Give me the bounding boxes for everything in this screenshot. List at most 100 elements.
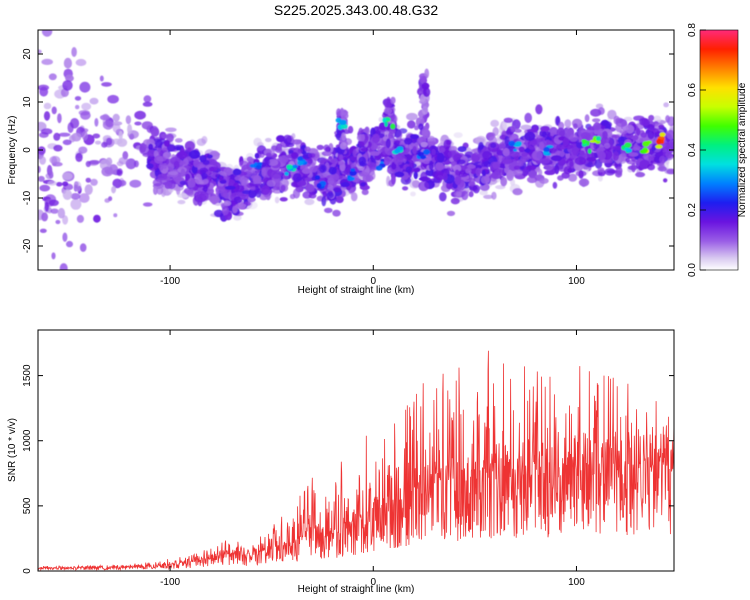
spectrogram-cell: [51, 106, 57, 115]
spectrogram-cell: [254, 186, 260, 193]
spectrogram-cell: [81, 102, 92, 111]
spectrogram-hotspot: [314, 175, 321, 180]
spectrogram-cell: [307, 152, 316, 159]
spectrogram-cell: [48, 199, 59, 206]
spectrogram-cell: [99, 75, 104, 82]
spectrogram-cell: [62, 189, 73, 200]
spectrogram-cell: [625, 158, 630, 163]
spectrogram-cell: [62, 139, 72, 146]
spectrogram-cell: [586, 157, 597, 162]
spectrogram-cell: [233, 196, 243, 204]
spectrogram-cell: [332, 209, 341, 217]
spectrogram-cell: [41, 58, 53, 65]
spectrogram-cell: [232, 168, 242, 176]
y-tick-label: -10: [22, 190, 33, 205]
spectrogram-cell: [628, 152, 639, 157]
spectrogram-cell: [62, 172, 73, 180]
spectrogram-cell: [391, 174, 396, 185]
spectrogram-cell: [625, 124, 635, 134]
spectrogram-cell: [578, 178, 590, 187]
spectrogram-hotspot: [508, 140, 516, 147]
spectrogram-cell: [419, 94, 426, 103]
spectrogram-cell: [414, 125, 419, 131]
spectrogram-cell: [613, 115, 620, 125]
spectrogram-cell: [648, 114, 655, 122]
spectrogram-cell: [413, 171, 419, 180]
spectrogram-cell: [232, 205, 238, 214]
spectrogram-cell: [112, 121, 123, 126]
spectrogram-cell: [545, 131, 551, 137]
spectrogram-cell: [584, 114, 590, 123]
spectrogram-cell: [369, 151, 380, 156]
spectrogram-cell: [99, 114, 110, 121]
spectrogram-cell: [482, 150, 492, 160]
spectrogram-cell: [168, 171, 179, 176]
spectrogram-cell: [524, 112, 532, 123]
spectrogram-cell: [406, 112, 418, 121]
spectrogram-cell: [81, 130, 88, 141]
spectrogram-cell: [518, 146, 525, 153]
spectrogram-cell: [613, 150, 619, 161]
spectrogram-cell: [261, 185, 270, 196]
spectrogram-cell: [246, 161, 253, 171]
spectrogram-cell: [297, 148, 303, 154]
spectrogram-cell: [206, 154, 213, 159]
spectrogram-cell: [62, 215, 69, 225]
spectrogram-hotspot: [256, 162, 263, 166]
spectrogram-cell: [419, 76, 426, 83]
spectrogram-cell: [513, 169, 523, 176]
spectrogram-cell: [552, 181, 558, 189]
spectrogram-cell: [224, 185, 236, 190]
spectrogram-cell: [112, 123, 121, 133]
spectrogram-cell: [542, 125, 550, 132]
spectrogram-cell: [76, 214, 84, 223]
spectrogram-cell: [157, 174, 168, 181]
spectrogram-cell: [539, 141, 544, 151]
spectrogram-cell: [360, 147, 369, 152]
spectrogram-cell: [75, 104, 80, 110]
spectrogram-cell: [532, 150, 543, 161]
spectrogram-cell: [187, 177, 196, 188]
spectrogram-cell: [490, 171, 502, 180]
spectrogram-cell: [454, 175, 462, 186]
spectrogram-cell: [514, 128, 522, 133]
spectrogram-cell: [456, 159, 466, 165]
spectrogram-cell: [447, 150, 460, 158]
spectrogram-cell: [67, 122, 74, 133]
spectrogram-cell: [199, 167, 209, 173]
spectrogram-cell: [127, 124, 133, 135]
spectrogram-cell: [112, 178, 123, 189]
spectrogram-cell: [74, 96, 82, 101]
spectrogram-cell: [605, 158, 613, 164]
spectrogram-cell: [308, 193, 317, 199]
spectrogram-cell: [465, 168, 472, 174]
spectrogram-cell: [87, 160, 99, 166]
spectrogram-hotspot: [255, 164, 262, 170]
spectrogram-cell: [203, 184, 208, 193]
spectrogram-cell: [633, 115, 645, 121]
spectrogram-cell: [358, 171, 369, 177]
spectrogram-cell: [593, 122, 602, 131]
spectrogram-cell: [134, 121, 142, 126]
spectrogram-cell: [319, 164, 327, 174]
spectrogram-cell: [439, 147, 446, 153]
spectrogram-cell: [290, 151, 299, 159]
spectrogram-cell: [412, 145, 417, 155]
spectrogram-cell: [502, 148, 510, 157]
colorbar-tick-label: 0.8: [687, 23, 698, 37]
spectrogram-hotspot: [543, 146, 550, 153]
spectrogram-cell: [549, 126, 558, 137]
spectrogram-cell: [623, 116, 633, 122]
spectrogram-cell: [554, 164, 560, 175]
spectrogram-cell: [469, 177, 475, 187]
spectrogram-cell: [116, 161, 124, 167]
spectrogram-cell: [101, 166, 113, 177]
spectrogram-blobs: [38, 30, 674, 270]
spectrogram-cell: [163, 139, 170, 147]
spectrogram-cell: [324, 207, 333, 214]
spectrogram-cell: [602, 130, 608, 140]
spectrogram-cell: [196, 138, 206, 146]
